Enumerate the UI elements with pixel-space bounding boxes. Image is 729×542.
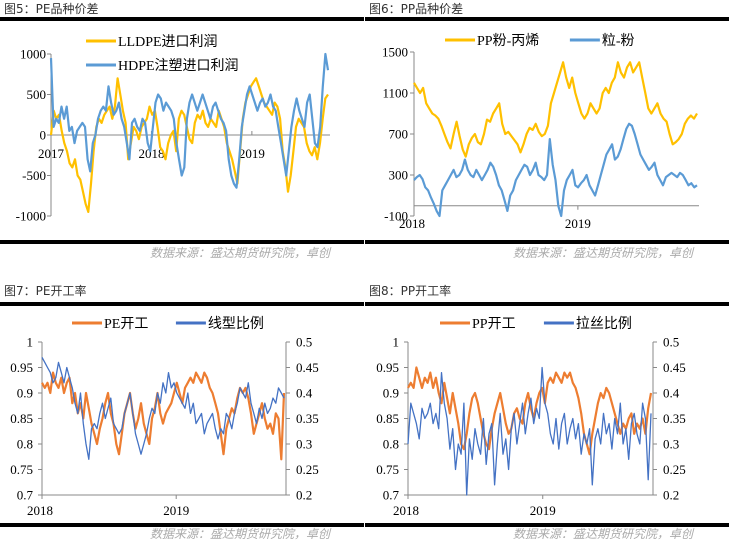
- y-tick-label: 1500: [382, 45, 408, 60]
- series-line-2: [49, 52, 330, 189]
- y2-tick-label: 0.3: [663, 437, 679, 452]
- y2-tick-label: 0.35: [296, 411, 319, 426]
- figure-7-panel: 图7：PE开工率 1 0.95 0.9 0.85 0.8 0.75 0.7 0.5 0.45 0.…: [0, 272, 364, 542]
- y2-tick-label: 0.35: [663, 411, 686, 426]
- x-tick-label: 2017: [38, 146, 65, 161]
- bottom-rule: [0, 523, 364, 527]
- series-line-1: [413, 61, 698, 158]
- y-tick-label: 0.95: [376, 360, 399, 375]
- top-rule: [365, 302, 729, 306]
- y-tick-label: 0.75: [376, 462, 399, 477]
- legend-label: 线型比例: [208, 316, 264, 332]
- y2-tick-label: 0.4: [296, 386, 313, 401]
- y-tick-label: 0.8: [17, 437, 33, 452]
- y2-tick-label: 0.25: [663, 462, 686, 477]
- y-tick-label: 0.9: [17, 386, 33, 401]
- figure-title: 图6：PP品种价差: [369, 2, 464, 16]
- y-tick-label: 0.7: [17, 488, 34, 503]
- x-tick-label: 2018: [393, 503, 419, 518]
- bottom-rule: [365, 240, 729, 244]
- y2-tick-label: 0.45: [663, 360, 686, 375]
- source-note: 数据来源：盛达期货研究院，卓创: [150, 527, 331, 541]
- bottom-rule: [365, 523, 729, 527]
- y2-tick-label: 0.2: [663, 488, 679, 503]
- y2-tick-label: 0.5: [663, 335, 679, 350]
- x-tick-label: 2019: [239, 146, 265, 161]
- legend-label: 拉丝比例: [576, 316, 632, 332]
- figure-5-panel: 图5：PE品种价差 1000 500 0 -500 -1000 2017 2018 2019 L…: [0, 0, 364, 270]
- y-tick-label: -100: [384, 209, 408, 224]
- y-tick-label: 300: [389, 168, 409, 183]
- figure-8-panel: 图8：PP开工率 1 0.95 0.9 0.85 0.8 0.75 0.7 0.5 0.45 0.…: [365, 272, 729, 542]
- legend-label: LLDPE进口利润: [118, 34, 218, 50]
- x-tick-label: 2018: [138, 146, 164, 161]
- figure-title: 图8：PP开工率: [369, 284, 452, 298]
- source-note: 数据来源：盛达期货研究院，卓创: [513, 527, 694, 541]
- y-tick-label: 0.7: [383, 488, 400, 503]
- y-tick-label: 0.75: [10, 462, 33, 477]
- series-line-2: [407, 366, 652, 496]
- y2-tick-label: 0.4: [663, 386, 680, 401]
- y-tick-label: 1100: [382, 86, 408, 101]
- figure-6-panel: 图6：PP品种价差 1500 1100 700 300 -100 2018 2019 PP粉-…: [365, 0, 729, 270]
- y-tick-label: 0.9: [383, 386, 399, 401]
- x-tick-label: 2018: [399, 216, 425, 231]
- y2-tick-label: 0.5: [296, 335, 312, 350]
- series-line-2: [41, 356, 285, 460]
- legend-label: PE开工: [104, 317, 148, 332]
- y2-tick-label: 0.2: [296, 488, 312, 503]
- legend-label: HDPE注塑进口利润: [118, 58, 239, 74]
- y-tick-label: 500: [27, 87, 47, 102]
- y-tick-label: 1: [27, 335, 34, 350]
- top-rule: [0, 17, 364, 21]
- y-tick-label: 700: [389, 127, 409, 142]
- legend-label: 粒-粉: [602, 33, 635, 49]
- series-line-2: [413, 122, 698, 218]
- legend-label: PP开工: [472, 317, 516, 332]
- legend-label: PP粉-丙烯: [477, 33, 539, 49]
- source-note: 数据来源：盛达期货研究院，卓创: [513, 246, 694, 260]
- top-rule: [365, 17, 729, 21]
- y-tick-label: 0.95: [10, 360, 33, 375]
- x-tick-label: 2019: [163, 503, 189, 518]
- y2-tick-label: 0.45: [296, 360, 319, 375]
- y-tick-label: 0.85: [10, 411, 33, 426]
- top-rule: [0, 302, 364, 306]
- y2-tick-label: 0.3: [296, 437, 312, 452]
- pp-operating-rate-chart: 1 0.95 0.9 0.85 0.8 0.75 0.7 0.5 0.45 0.4 0.35 0.3 0…: [376, 316, 686, 518]
- source-note: 数据来源：盛达期货研究院，卓创: [150, 246, 331, 260]
- y-tick-label: 1: [393, 335, 400, 350]
- y-tick-label: 0.85: [376, 411, 399, 426]
- x-tick-label: 2018: [27, 503, 53, 518]
- series-line-1: [407, 366, 653, 456]
- pe-spread-chart: 1000 500 0 -500 -1000 2017 2018 2019 LLDPE进口利润 HD…: [16, 34, 330, 224]
- bottom-rule: [0, 240, 364, 244]
- y2-tick-label: 0.25: [296, 462, 319, 477]
- y-tick-label: 1000: [20, 47, 46, 62]
- y-tick-label: -1000: [16, 209, 46, 224]
- figure-title: 图5：PE品种价差: [4, 2, 99, 16]
- x-tick-label: 2019: [530, 503, 556, 518]
- pe-operating-rate-chart: 1 0.95 0.9 0.85 0.8 0.75 0.7 0.5 0.45 0.4 0.35 0.3 0…: [10, 316, 319, 518]
- y-tick-label: 0: [40, 128, 47, 143]
- y-tick-label: -500: [22, 168, 46, 183]
- y-tick-label: 0.8: [383, 437, 399, 452]
- figure-title: 图7：PE开工率: [4, 284, 87, 298]
- x-tick-label: 2019: [565, 216, 591, 231]
